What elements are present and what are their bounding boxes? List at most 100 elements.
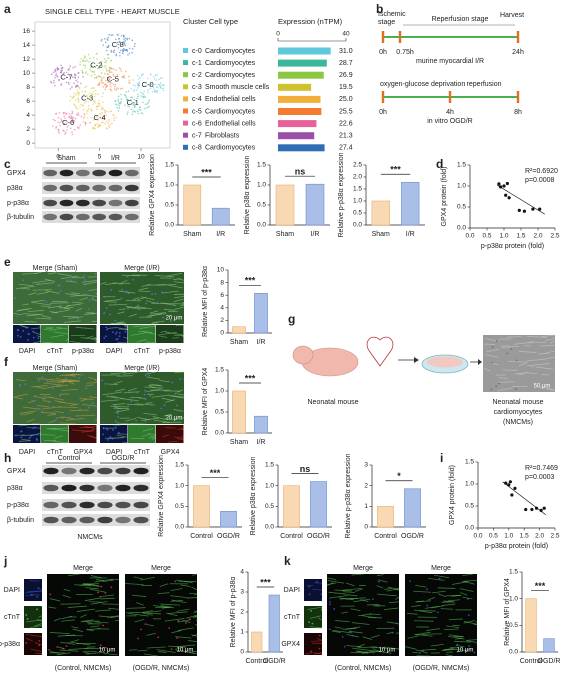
umap-cell xyxy=(162,87,165,90)
umap-cell xyxy=(107,124,110,127)
tissue-fiber xyxy=(507,360,528,363)
tissue-fiber xyxy=(122,371,139,375)
umap-cell xyxy=(82,121,85,123)
cluster-id: c-1 xyxy=(192,60,202,67)
channel-label: DAPI xyxy=(106,348,122,355)
umap-cell xyxy=(159,84,161,87)
nucleus xyxy=(143,393,146,396)
scale-bar: 10 μm xyxy=(177,648,194,654)
y-tick-label: 6 xyxy=(220,292,224,299)
umap-cell xyxy=(77,108,79,110)
umap-cell xyxy=(99,114,102,116)
umap-cell xyxy=(107,53,109,56)
y-axis-label: Relative MFI of p-p38α xyxy=(202,266,209,337)
tissue-fiber xyxy=(447,599,461,602)
tissue-fiber xyxy=(168,645,187,648)
arrow-head xyxy=(478,359,482,365)
tissue-fiber xyxy=(71,626,79,629)
nucleus xyxy=(102,426,105,429)
nucleus xyxy=(438,577,441,580)
nucleus xyxy=(510,348,513,350)
tissue-fiber xyxy=(519,350,537,354)
umap-cell xyxy=(68,69,70,71)
x-tick-label: I/R xyxy=(257,439,266,446)
tissue-fiber xyxy=(62,594,71,598)
umap-cell xyxy=(110,49,113,52)
blot-band xyxy=(61,501,77,509)
tissue-fiber xyxy=(71,301,84,304)
nucleus xyxy=(103,295,106,298)
umap-cell xyxy=(62,112,65,115)
tissue-fiber xyxy=(191,586,198,591)
micrograph xyxy=(405,574,477,656)
arrow-head xyxy=(414,357,419,363)
nucleus xyxy=(114,333,117,335)
blot-band xyxy=(59,184,74,192)
tissue-fiber xyxy=(358,613,372,617)
tissue-fiber xyxy=(95,418,98,422)
tissue-fiber xyxy=(84,650,97,653)
scale-label: 0 xyxy=(276,31,280,38)
umap-cell xyxy=(120,101,123,103)
nucleus xyxy=(59,307,62,310)
schematic-label: Neonatal mouse xyxy=(493,399,544,406)
tissue-fiber xyxy=(175,324,184,326)
bar xyxy=(232,390,246,434)
umap-cell xyxy=(132,79,135,81)
tissue-fiber xyxy=(175,636,192,639)
cluster-swatch xyxy=(183,108,188,114)
tissue-fiber xyxy=(90,575,102,579)
tissue-fiber xyxy=(443,648,463,651)
umap-cell xyxy=(72,66,74,69)
schematic-label: Neonatal mouse xyxy=(308,399,359,406)
cluster-id: c-7 xyxy=(192,133,202,140)
value-label: 26.9 xyxy=(339,72,353,79)
umap-cell xyxy=(128,52,131,55)
umap-cell xyxy=(86,95,88,98)
nucleus xyxy=(32,433,35,436)
y-tick-label: 12 xyxy=(23,56,31,63)
blot-band xyxy=(43,516,59,524)
tissue-fiber xyxy=(57,273,72,277)
umap-cell xyxy=(112,83,115,86)
group-label: Control xyxy=(58,455,81,462)
nucleus xyxy=(468,645,471,647)
bar xyxy=(193,485,210,528)
blot-band xyxy=(43,213,58,221)
tissue-fiber xyxy=(18,440,31,442)
tissue-fiber xyxy=(116,434,128,438)
umap-cell xyxy=(149,87,152,90)
table-header: Cluster Cell type xyxy=(183,17,238,26)
umap-cell xyxy=(136,84,139,86)
nucleus xyxy=(506,352,509,355)
tissue-fiber xyxy=(354,588,364,592)
nucleus xyxy=(59,290,62,292)
blot-band xyxy=(61,484,77,492)
blot-band xyxy=(115,484,131,492)
tissue-fiber xyxy=(170,588,183,591)
umap-cell xyxy=(133,89,136,91)
nucleus xyxy=(57,284,59,287)
nucleus xyxy=(515,359,518,362)
value-label: 21.3 xyxy=(339,133,353,140)
nucleus xyxy=(55,300,58,303)
tissue-fiber xyxy=(18,308,32,311)
nucleus xyxy=(148,374,151,377)
cell-type: Cardiomyocytes xyxy=(205,108,256,115)
umap-cell xyxy=(79,63,81,66)
umap-cell xyxy=(107,36,110,39)
umap-cell xyxy=(52,118,55,121)
tissue-fiber xyxy=(174,306,185,310)
umap-cell xyxy=(86,117,89,119)
merge-title: Merge (Sham) xyxy=(33,365,78,372)
tissue-fiber xyxy=(14,393,28,398)
y-tick-label: 1.0 xyxy=(257,182,266,189)
nucleus xyxy=(57,384,60,387)
nucleus xyxy=(77,318,79,321)
blot-band xyxy=(97,484,113,492)
y-tick-label: 0 xyxy=(26,140,30,147)
umap-cell xyxy=(107,39,109,41)
tissue-fiber xyxy=(360,599,369,602)
umap-cell xyxy=(81,90,83,92)
umap-cell xyxy=(73,128,76,131)
